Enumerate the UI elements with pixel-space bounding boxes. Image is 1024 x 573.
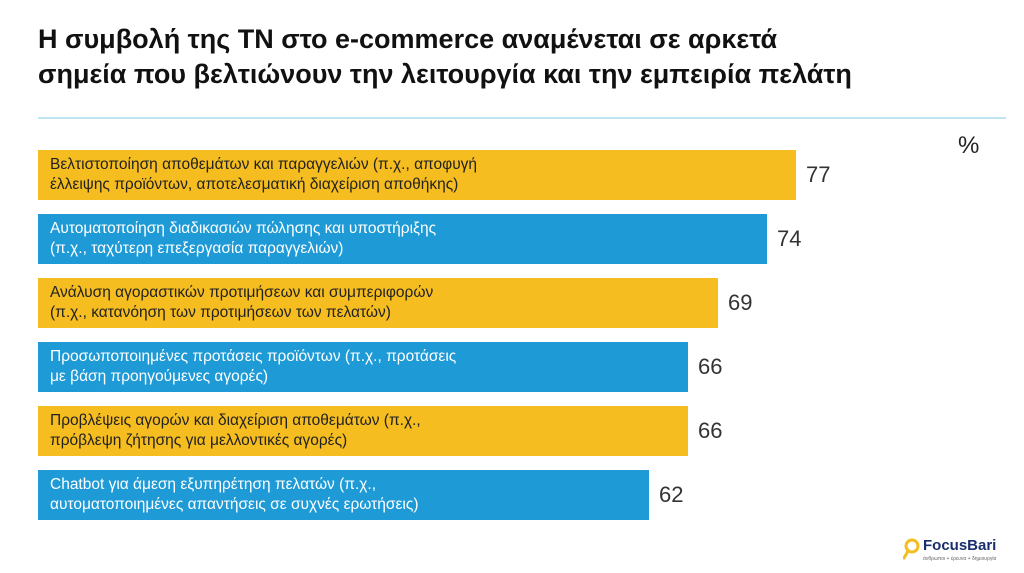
bar-3: Ανάλυση αγοραστικών προτιμήσεων και συμπ… <box>38 278 718 328</box>
chart-title-line-1: Η συμβολή της ΤΝ στο e-commerce αναμένετ… <box>38 24 778 54</box>
bar-label-line-1: Αυτοματοποίηση διαδικασιών πώλησης και υ… <box>50 220 437 237</box>
bar-value-label: 62 <box>659 482 684 507</box>
bar-label-line-1: Προσωποποιημένες προτάσεις προϊόντων (π.… <box>50 348 457 365</box>
bar-label-line-1: Ανάλυση αγοραστικών προτιμήσεων και συμπ… <box>50 284 434 301</box>
logo-name: FocusBari <box>923 537 997 554</box>
unit-label: % <box>958 132 980 159</box>
bar-6: Chatbot για άμεση εξυπηρέτηση πελατών (π… <box>38 470 649 520</box>
magnifier-icon <box>903 538 920 560</box>
title-divider <box>38 117 1006 119</box>
bar-2: Αυτοματοποίηση διαδικασιών πώλησης και υ… <box>38 214 767 264</box>
bar-label-line-2: έλλειψης προϊόντων, αποτελεσματική διαχε… <box>50 176 459 193</box>
bar-label-line-2: αυτοματοποιημένες απαντήσεις σε συχνές ε… <box>50 496 419 513</box>
bar-value-label: 77 <box>806 162 831 187</box>
bar-label-line-2: με βάση προηγούμενες αγορές) <box>50 368 269 385</box>
bar-label-line-2: (π.χ., ταχύτερη επεξεργασία παραγγελιών) <box>50 240 344 257</box>
logo-tagline: άνθρωποι + έρευνα + δημιουργία <box>923 556 997 562</box>
bar-value-label: 66 <box>698 354 723 379</box>
bar-value-label: 66 <box>698 418 723 443</box>
bar-label-line-1: Chatbot για άμεση εξυπηρέτηση πελατών (π… <box>50 476 377 493</box>
bar-value-label: 69 <box>728 290 753 315</box>
chart-title: Η συμβολή της ΤΝ στο e-commerce αναμένετ… <box>38 22 998 92</box>
brand-logo: FocusBari άνθρωποι + έρευνα + δημιουργία <box>903 537 1018 571</box>
bar-label-line-1: Προβλέψεις αγορών και διαχείριση αποθεμά… <box>50 412 421 429</box>
bar-1: Βελτιστοποίηση αποθεμάτων και παραγγελιώ… <box>38 150 796 200</box>
chart-title-line-2: σημεία που βελτιώνουν την λειτουργία και… <box>38 59 852 89</box>
bar-label-line-2: (π.χ., κατανόηση των προτιμήσεων των πελ… <box>50 304 391 321</box>
bar-value-label: 74 <box>777 226 802 251</box>
bar-5: Προβλέψεις αγορών και διαχείριση αποθεμά… <box>38 406 688 456</box>
bar-label-line-2: πρόβλεψη ζήτησης για μελλοντικές αγορές) <box>50 432 348 449</box>
bar-4: Προσωποποιημένες προτάσεις προϊόντων (π.… <box>38 342 688 392</box>
bar-label-line-1: Βελτιστοποίηση αποθεμάτων και παραγγελιώ… <box>50 156 478 173</box>
